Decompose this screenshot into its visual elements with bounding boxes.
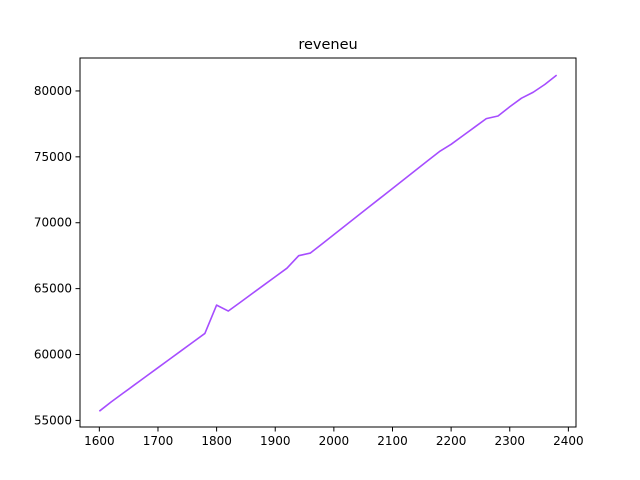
y-tick-label: 65000	[34, 282, 72, 296]
x-tick-label: 2000	[319, 434, 350, 448]
x-tick-label: 1700	[143, 434, 174, 448]
y-tick-label: 80000	[34, 84, 72, 98]
y-tick-label: 55000	[34, 413, 72, 427]
y-tick-label: 70000	[34, 216, 72, 230]
x-tick-label: 1600	[84, 434, 115, 448]
x-tick-label: 2100	[377, 434, 408, 448]
x-tick-label: 2400	[553, 434, 584, 448]
series-layer	[98, 74, 558, 412]
series-line-0	[98, 74, 558, 412]
y-axis: 55000 60000 65000 70000 75000 80000	[34, 84, 80, 427]
plot-frame	[79, 57, 577, 428]
plot-area	[79, 57, 577, 428]
x-tick-label: 2300	[494, 434, 525, 448]
y-tick-label: 75000	[34, 150, 72, 164]
chart-title: reveneu	[298, 37, 357, 53]
x-tick-label: 1900	[260, 434, 291, 448]
x-tick-label: 2200	[436, 434, 467, 448]
x-tick-label: 1800	[201, 434, 232, 448]
y-tick-label: 60000	[34, 348, 72, 362]
x-axis: 1600 1700 1800 1900 2000 2100 2200 2300 2400	[84, 427, 584, 448]
